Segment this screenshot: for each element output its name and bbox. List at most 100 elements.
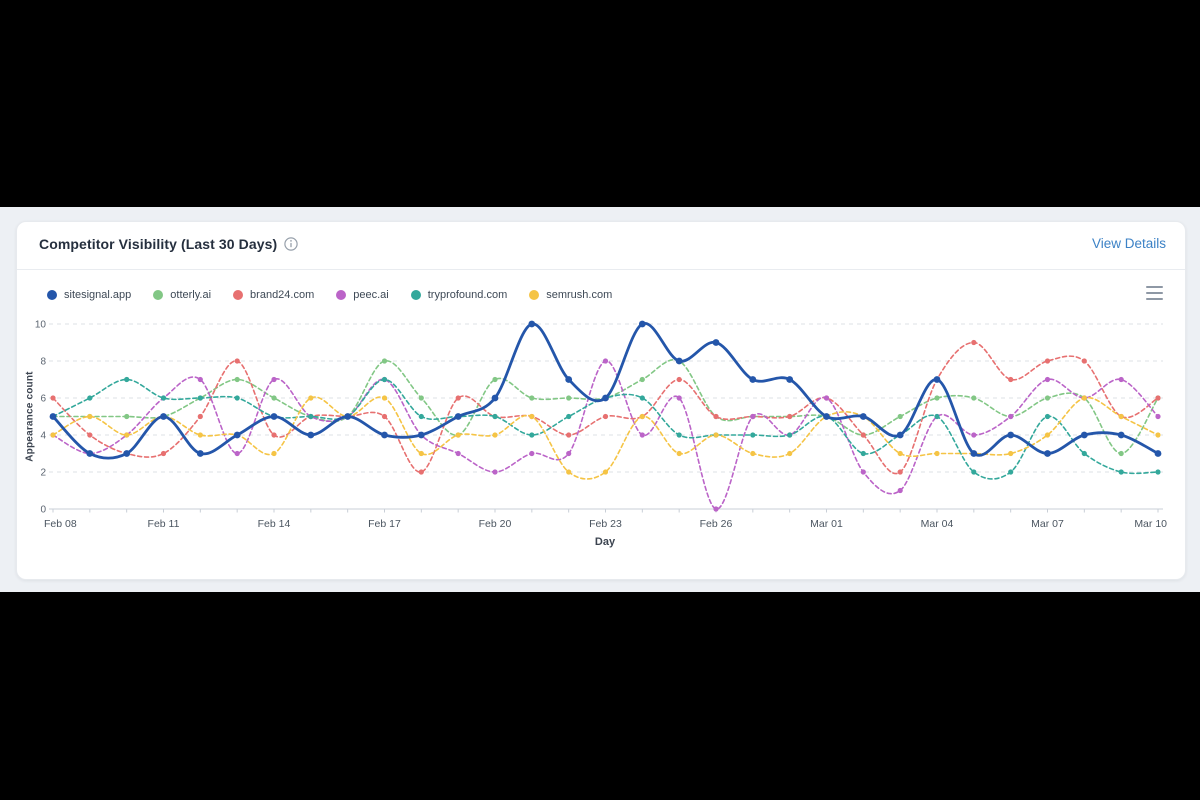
data-point-brand24.com[interactable] — [1044, 358, 1051, 364]
data-point-tryprofound.com[interactable] — [676, 432, 682, 438]
data-point-sitesignal.app[interactable] — [823, 413, 830, 420]
data-point-semrush.com[interactable] — [713, 432, 719, 438]
data-point-tryprofound.com[interactable] — [971, 469, 977, 475]
data-point-sitesignal.app[interactable] — [86, 450, 94, 457]
data-point-peec.ai[interactable] — [713, 506, 719, 512]
data-point-peec.ai[interactable] — [1118, 376, 1124, 383]
data-point-peec.ai[interactable] — [602, 358, 609, 364]
data-point-brand24.com[interactable] — [50, 395, 56, 401]
data-point-tryprofound.com[interactable] — [639, 395, 645, 401]
data-point-semrush.com[interactable] — [1155, 432, 1161, 438]
data-point-brand24.com[interactable] — [897, 469, 903, 475]
legend-item-semrush.com[interactable]: semrush.com — [529, 289, 612, 301]
data-point-semrush.com[interactable] — [124, 432, 130, 438]
data-point-peec.ai[interactable] — [492, 469, 498, 475]
data-point-semrush.com[interactable] — [1044, 432, 1051, 438]
data-point-sitesignal.app[interactable] — [49, 413, 57, 420]
legend-item-sitesignal.app[interactable]: sitesignal.app — [47, 289, 131, 301]
data-point-sitesignal.app[interactable] — [528, 320, 536, 328]
data-point-sitesignal.app[interactable] — [1154, 450, 1162, 457]
data-point-semrush.com[interactable] — [50, 432, 56, 438]
data-point-semrush.com[interactable] — [87, 413, 93, 420]
data-point-brand24.com[interactable] — [197, 413, 203, 420]
data-point-brand24.com[interactable] — [566, 432, 572, 438]
data-point-semrush.com[interactable] — [934, 450, 940, 457]
data-point-brand24.com[interactable] — [87, 432, 93, 438]
data-point-tryprofound.com[interactable] — [160, 395, 167, 401]
legend-item-tryprofound.com[interactable]: tryprofound.com — [410, 289, 507, 301]
data-point-brand24.com[interactable] — [787, 413, 793, 420]
data-point-tryprofound.com[interactable] — [1118, 469, 1124, 475]
data-point-semrush.com[interactable] — [1008, 450, 1014, 457]
data-point-sitesignal.app[interactable] — [1007, 431, 1015, 439]
data-point-peec.ai[interactable] — [860, 469, 866, 475]
data-point-sitesignal.app[interactable] — [675, 357, 683, 365]
data-point-sitesignal.app[interactable] — [196, 450, 204, 457]
data-point-brand24.com[interactable] — [1008, 376, 1014, 383]
data-point-sitesignal.app[interactable] — [381, 431, 388, 439]
data-point-tryprofound.com[interactable] — [1008, 469, 1014, 475]
data-point-sitesignal.app[interactable] — [123, 450, 131, 457]
data-point-sitesignal.app[interactable] — [233, 431, 241, 439]
data-point-tryprofound.com[interactable] — [1044, 413, 1051, 420]
data-point-peec.ai[interactable] — [1044, 376, 1051, 383]
data-point-brand24.com[interactable] — [1155, 395, 1161, 401]
data-point-tryprofound.com[interactable] — [124, 376, 130, 383]
data-point-otterly.ai[interactable] — [529, 395, 535, 401]
hamburger-menu-icon[interactable] — [1146, 286, 1163, 300]
data-point-tryprofound.com[interactable] — [492, 413, 498, 420]
data-point-sitesignal.app[interactable] — [1044, 450, 1051, 457]
data-point-peec.ai[interactable] — [639, 432, 645, 438]
data-point-otterly.ai[interactable] — [566, 395, 572, 401]
data-point-brand24.com[interactable] — [271, 432, 277, 438]
data-point-tryprofound.com[interactable] — [566, 413, 572, 420]
data-point-brand24.com[interactable] — [160, 450, 167, 457]
data-point-brand24.com[interactable] — [713, 413, 719, 420]
data-point-otterly.ai[interactable] — [381, 358, 388, 364]
data-point-brand24.com[interactable] — [676, 376, 682, 383]
data-point-otterly.ai[interactable] — [897, 413, 903, 420]
data-point-sitesignal.app[interactable] — [859, 413, 867, 420]
data-point-sitesignal.app[interactable] — [454, 413, 462, 420]
data-point-semrush.com[interactable] — [639, 413, 645, 420]
data-point-brand24.com[interactable] — [860, 432, 866, 438]
data-point-sitesignal.app[interactable] — [1117, 431, 1125, 439]
data-point-peec.ai[interactable] — [971, 432, 977, 438]
data-point-tryprofound.com[interactable] — [197, 395, 203, 401]
data-point-semrush.com[interactable] — [602, 469, 609, 475]
data-point-otterly.ai[interactable] — [971, 395, 977, 401]
data-point-sitesignal.app[interactable] — [491, 394, 499, 402]
data-point-otterly.ai[interactable] — [418, 395, 424, 401]
data-point-sitesignal.app[interactable] — [749, 376, 757, 383]
data-point-otterly.ai[interactable] — [124, 413, 130, 420]
data-point-brand24.com[interactable] — [455, 395, 461, 401]
data-point-tryprofound.com[interactable] — [1081, 450, 1087, 457]
data-point-peec.ai[interactable] — [566, 450, 572, 457]
data-point-semrush.com[interactable] — [897, 450, 903, 457]
data-point-semrush.com[interactable] — [308, 395, 314, 401]
data-point-sitesignal.app[interactable] — [160, 413, 167, 420]
data-point-brand24.com[interactable] — [381, 413, 388, 420]
data-point-otterly.ai[interactable] — [234, 376, 240, 383]
legend-item-brand24.com[interactable]: brand24.com — [233, 289, 314, 301]
data-point-tryprofound.com[interactable] — [87, 395, 93, 401]
data-point-sitesignal.app[interactable] — [933, 376, 941, 383]
data-point-peec.ai[interactable] — [750, 413, 756, 420]
data-point-sitesignal.app[interactable] — [270, 413, 278, 420]
view-details-link[interactable]: View Details — [1091, 236, 1166, 251]
info-circle-icon[interactable] — [284, 237, 298, 251]
data-point-peec.ai[interactable] — [676, 395, 682, 401]
data-point-sitesignal.app[interactable] — [786, 376, 794, 383]
data-point-brand24.com[interactable] — [602, 413, 609, 420]
data-point-peec.ai[interactable] — [529, 450, 535, 457]
data-point-peec.ai[interactable] — [197, 376, 203, 383]
data-point-sitesignal.app[interactable] — [344, 413, 352, 420]
data-point-sitesignal.app[interactable] — [417, 431, 425, 439]
data-point-sitesignal.app[interactable] — [712, 339, 720, 346]
data-point-tryprofound.com[interactable] — [234, 395, 240, 401]
data-point-peec.ai[interactable] — [234, 450, 240, 457]
data-point-sitesignal.app[interactable] — [970, 450, 978, 457]
data-point-peec.ai[interactable] — [1155, 413, 1161, 420]
data-point-otterly.ai[interactable] — [271, 395, 277, 401]
legend-item-peec.ai[interactable]: peec.ai — [336, 289, 389, 301]
